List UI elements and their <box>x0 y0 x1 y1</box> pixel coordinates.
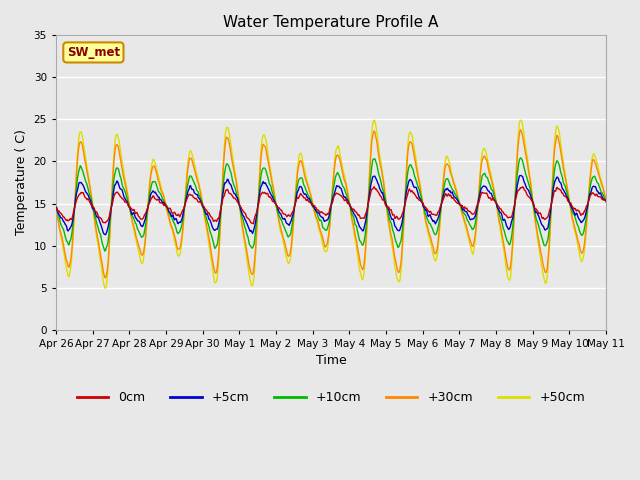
Y-axis label: Temperature ( C): Temperature ( C) <box>15 130 28 236</box>
Legend: 0cm, +5cm, +10cm, +30cm, +50cm: 0cm, +5cm, +10cm, +30cm, +50cm <box>72 386 590 409</box>
Text: SW_met: SW_met <box>67 46 120 59</box>
Title: Water Temperature Profile A: Water Temperature Profile A <box>223 15 438 30</box>
X-axis label: Time: Time <box>316 354 346 367</box>
